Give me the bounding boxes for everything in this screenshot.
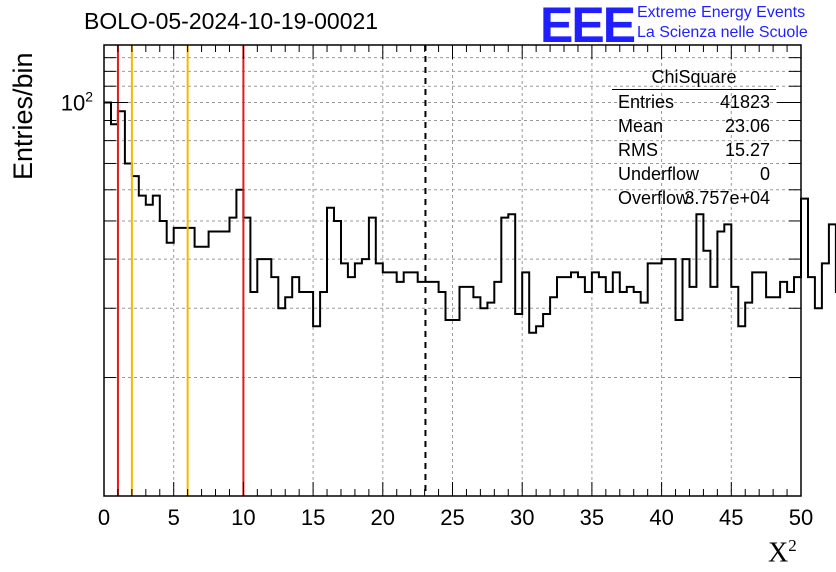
- chart-title: BOLO-05-2024-10-19-00021: [84, 8, 379, 34]
- x-tick-label: 40: [649, 505, 673, 530]
- stats-row-entries: Entries 41823: [612, 92, 776, 116]
- stats-box: ChiSquare Entries 41823 Mean 23.06 RMS 1…: [612, 66, 776, 212]
- y-tick-label: 102: [61, 89, 93, 116]
- stats-value: 15.27: [724, 140, 770, 160]
- stats-key: Mean: [618, 116, 664, 136]
- stats-row-mean: Mean 23.06: [612, 116, 776, 140]
- x-axis-label: X2: [768, 536, 797, 569]
- x-tick-label: 30: [510, 505, 534, 530]
- stats-key: Underflow: [618, 164, 700, 184]
- x-tick-label: 20: [371, 505, 395, 530]
- stats-value: 41823: [719, 92, 770, 112]
- logo-line-2: La Scienza nelle Scuole: [637, 24, 808, 41]
- stats-title: ChiSquare: [612, 66, 776, 90]
- x-tick-label: 25: [440, 505, 464, 530]
- logo-line-1: Extreme Energy Events: [637, 4, 806, 21]
- stats-row-rms: RMS 15.27: [612, 140, 776, 164]
- x-tick-label: 10: [231, 505, 255, 530]
- stats-value: 23.06: [724, 116, 770, 136]
- stats-value: 3.757e+04: [684, 188, 770, 208]
- x-tick-label: 50: [789, 505, 813, 530]
- x-tick-label: 35: [580, 505, 604, 530]
- stats-row-overflow: Overflow 3.757e+04: [612, 188, 776, 212]
- stats-value: 0: [759, 164, 770, 184]
- histogram-series: [104, 101, 836, 334]
- x-tick-label: 15: [301, 505, 325, 530]
- logo-mark: EEE: [540, 0, 636, 53]
- stats-key: RMS: [618, 140, 658, 160]
- x-tick-label: 45: [719, 505, 743, 530]
- stats-row-underflow: Underflow 0: [612, 164, 776, 188]
- x-tick-label: 0: [98, 505, 110, 530]
- x-tick-label: 5: [168, 505, 180, 530]
- stats-key: Entries: [618, 92, 675, 112]
- stats-key: Overflow: [618, 188, 690, 208]
